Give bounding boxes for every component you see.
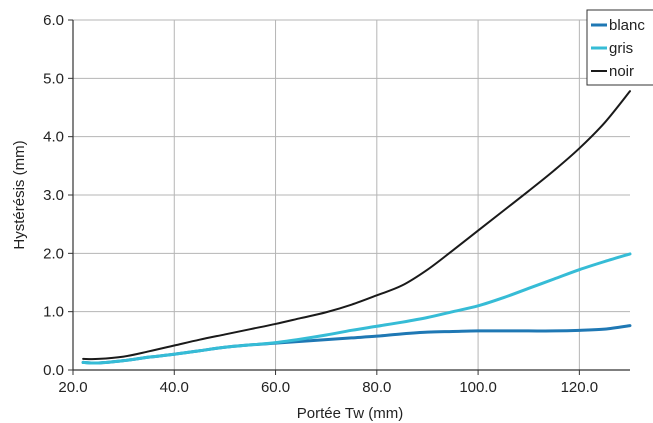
series-line-gris [81,252,632,365]
x-tick-label: 40.0 [160,379,189,396]
y-tick-label: 6.0 [43,12,64,29]
x-tick-label: 20.0 [58,379,87,396]
y-tick-label: 4.0 [43,129,64,146]
x-tick-label: 100.0 [459,379,497,396]
legend: blanc gris noir [586,9,653,86]
tick-labels: 20.0 40.0 60.0 80.0 100.0 120.0 0.0 1.0 2.0 3.0 4.… [43,12,598,396]
y-tick-label: 1.0 [43,304,64,321]
legend-label-blanc: blanc [609,17,645,34]
y-tick-label: 5.0 [43,70,64,87]
grid [73,19,630,370]
y-tick-label: 2.0 [43,245,64,262]
x-axis-title: Portée Tw (mm) [297,405,403,422]
series-line-blanc [81,324,632,365]
y-tick-label: 0.0 [43,362,64,379]
x-tick-label: 60.0 [261,379,290,396]
x-tick-label: 80.0 [362,379,391,396]
y-axis-title: Hystérésis (mm) [11,140,28,249]
legend-label-noir: noir [609,63,634,80]
series-line-noir [82,90,631,361]
series-lines [81,90,632,365]
legend-label-gris: gris [609,40,633,57]
y-tick-label: 3.0 [43,187,64,204]
axes [68,19,630,375]
x-tick-label: 120.0 [561,379,599,396]
